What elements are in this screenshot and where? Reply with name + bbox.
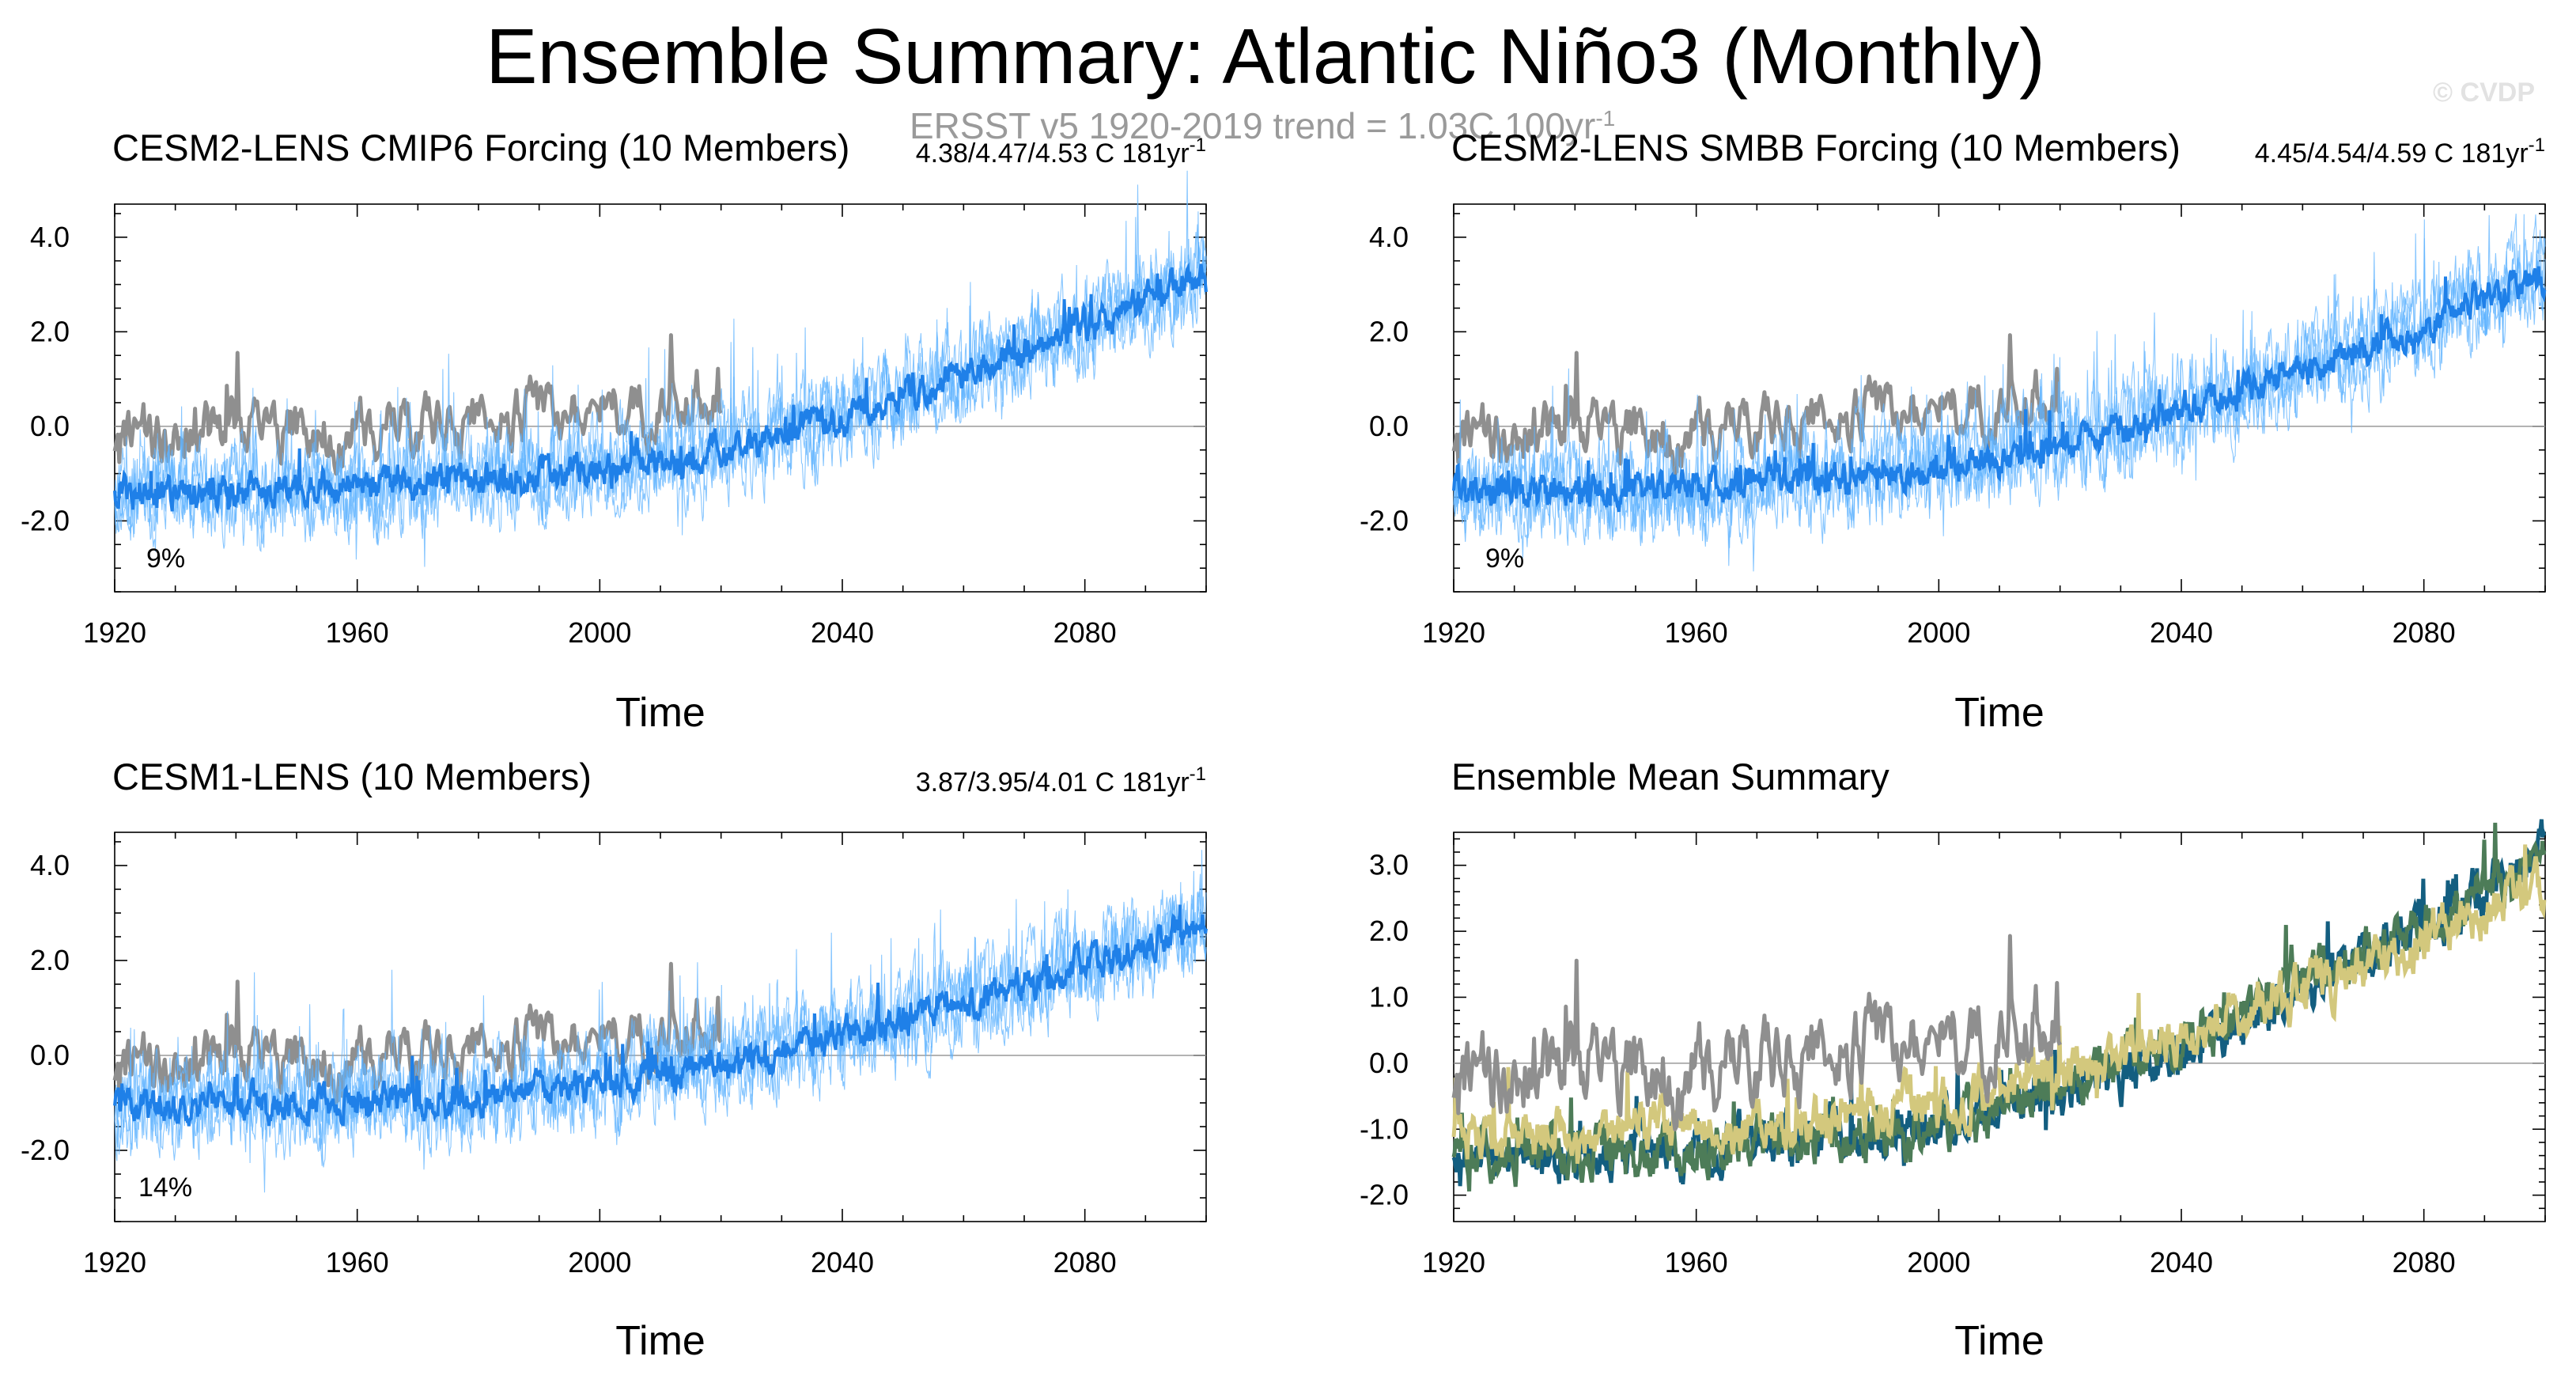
- observation-trend-text: ERSST v5 1920-2019 trend = 1.03C 100yr: [910, 105, 1595, 146]
- axis-ticks: 1920 1960 2000 2040 2080 4.0 2.0 0.0 -2.0: [21, 832, 1207, 1279]
- y-tick-label: 3.0: [1369, 849, 1409, 881]
- observation-line: [1451, 934, 2062, 1131]
- y-tick-label: -2.0: [1360, 1179, 1409, 1211]
- x-tick-label: 1960: [1665, 616, 1728, 649]
- x-axis-label: Time: [615, 1318, 705, 1364]
- y-tick-label: 2.0: [1369, 315, 1409, 347]
- y-tick-label: 0.0: [1369, 410, 1409, 442]
- percent-label: 14%: [138, 1173, 192, 1203]
- x-tick-label: 2000: [1907, 616, 1970, 649]
- y-tick-label: -2.0: [21, 1134, 70, 1166]
- copyright-label: © CVDP: [2433, 78, 2535, 108]
- ensemble-mean-line: [1452, 266, 2547, 513]
- ensemble-member-line: [114, 230, 1207, 543]
- x-tick-label: 1960: [326, 616, 389, 649]
- panel-title: Ensemble Mean Summary: [1451, 756, 1889, 797]
- y-tick-label: -1.0: [1360, 1112, 1409, 1145]
- observation-trend-sup: -1: [1595, 106, 1615, 131]
- x-tick-label: 2080: [1053, 616, 1117, 649]
- plot-area: [1451, 819, 2547, 1191]
- y-tick-label: 4.0: [30, 221, 70, 253]
- ensemble-member-line: [1453, 214, 2546, 566]
- plot-area: [112, 850, 1208, 1193]
- ensemble-mean-line: [1451, 819, 2547, 1187]
- x-tick-label: 2000: [568, 1246, 631, 1279]
- x-tick-label: 1960: [1665, 1246, 1728, 1279]
- axis-ticks: 1920 1960 2000 2040 2080 3.0 2.0 1.0 0.0 -1.0 -2.0: [1360, 832, 2546, 1279]
- panel-title: CESM2-LENS SMBB Forcing (10 Members): [1451, 127, 2181, 169]
- x-tick-label: 2040: [811, 1246, 874, 1279]
- y-tick-label: 4.0: [1369, 221, 1409, 253]
- plot-area: [112, 170, 1208, 567]
- percent-label: 9%: [1485, 544, 1524, 574]
- x-tick-label: 2080: [2393, 1246, 2456, 1279]
- plot-area: [1451, 214, 2547, 572]
- y-tick-label: 0.0: [1369, 1047, 1409, 1079]
- x-tick-label: 1960: [326, 1246, 389, 1279]
- y-tick-label: 2.0: [1369, 915, 1409, 947]
- panel-trend-text: 4.45/4.54/4.59 C 181yr: [2255, 138, 2529, 169]
- x-tick-label: 2000: [568, 616, 631, 649]
- x-tick-label: 1920: [83, 1246, 146, 1279]
- panel-cesm2-smbb: CESM2-LENS SMBB Forcing (10 Members) 4.4…: [1360, 127, 2547, 736]
- panel-trend-sup: -1: [2529, 134, 2545, 156]
- ensemble-mean-line: [1451, 822, 2547, 1191]
- axis-ticks: 1920 1960 2000 2040 2080 4.0 2.0 0.0 -2.0: [21, 204, 1207, 649]
- x-tick-label: 2080: [2393, 616, 2456, 649]
- x-tick-label: 2000: [1907, 1246, 1970, 1279]
- ensemble-member-line: [114, 850, 1207, 1166]
- panel-trend-sup: -1: [1190, 134, 1206, 156]
- y-tick-label: -2.0: [1360, 504, 1409, 536]
- x-tick-label: 2040: [2150, 616, 2213, 649]
- x-tick-label: 2040: [2150, 1246, 2213, 1279]
- ensemble-mean-line: [113, 262, 1208, 515]
- x-tick-label: 2080: [1053, 1246, 1117, 1279]
- y-tick-label: 2.0: [30, 315, 70, 347]
- panel-trend-text: 3.87/3.95/4.01 C 181yr: [916, 767, 1190, 797]
- panel-trend-sup: -1: [1190, 763, 1206, 785]
- panel-title: CESM1-LENS (10 Members): [112, 756, 592, 797]
- y-tick-label: 0.0: [30, 1039, 70, 1071]
- y-tick-label: 0.0: [30, 410, 70, 442]
- axis-ticks: 1920 1960 2000 2040 2080 4.0 2.0 0.0 -2.0: [1360, 204, 2546, 649]
- panel-trend-label: 4.45/4.54/4.59 C 181yr-1: [2255, 134, 2545, 169]
- percent-label: 9%: [146, 544, 185, 574]
- x-tick-label: 1920: [83, 616, 146, 649]
- panel-ensemble-mean: Ensemble Mean Summary 1920 1960 2000 2040 20…: [1360, 756, 2547, 1364]
- panel-title: CESM2-LENS CMIP6 Forcing (10 Members): [112, 127, 849, 169]
- panel-cesm1-lens: CESM1-LENS (10 Members) 3.87/3.95/4.01 C…: [21, 756, 1208, 1364]
- figure-title: Ensemble Summary: Atlantic Niño3 (Monthl…: [486, 13, 2045, 100]
- y-tick-label: -2.0: [21, 504, 70, 536]
- y-tick-label: 4.0: [30, 849, 70, 881]
- ensemble-mean-line: [113, 904, 1208, 1127]
- x-axis-label: Time: [1954, 690, 2045, 736]
- panel-trend-label: 3.87/3.95/4.01 C 181yr-1: [916, 763, 1206, 797]
- y-tick-label: 2.0: [30, 944, 70, 976]
- x-tick-label: 1920: [1422, 616, 1485, 649]
- panel-trend-label: 4.38/4.47/4.53 C 181yr-1: [916, 134, 1206, 169]
- observation-trend-label: ERSST v5 1920-2019 trend = 1.03C 100yr-1: [910, 105, 1615, 146]
- x-tick-label: 1920: [1422, 1246, 1485, 1279]
- ensemble-mean-line: [1451, 844, 2547, 1165]
- x-axis-label: Time: [1954, 1318, 2045, 1364]
- panel-cesm2-cmip6: CESM2-LENS CMIP6 Forcing (10 Members) 4.…: [21, 127, 1208, 736]
- x-tick-label: 2040: [811, 616, 874, 649]
- panel-trend-text: 4.38/4.47/4.53 C 181yr: [916, 138, 1190, 169]
- x-axis-label: Time: [615, 690, 705, 736]
- y-tick-label: 1.0: [1369, 980, 1409, 1013]
